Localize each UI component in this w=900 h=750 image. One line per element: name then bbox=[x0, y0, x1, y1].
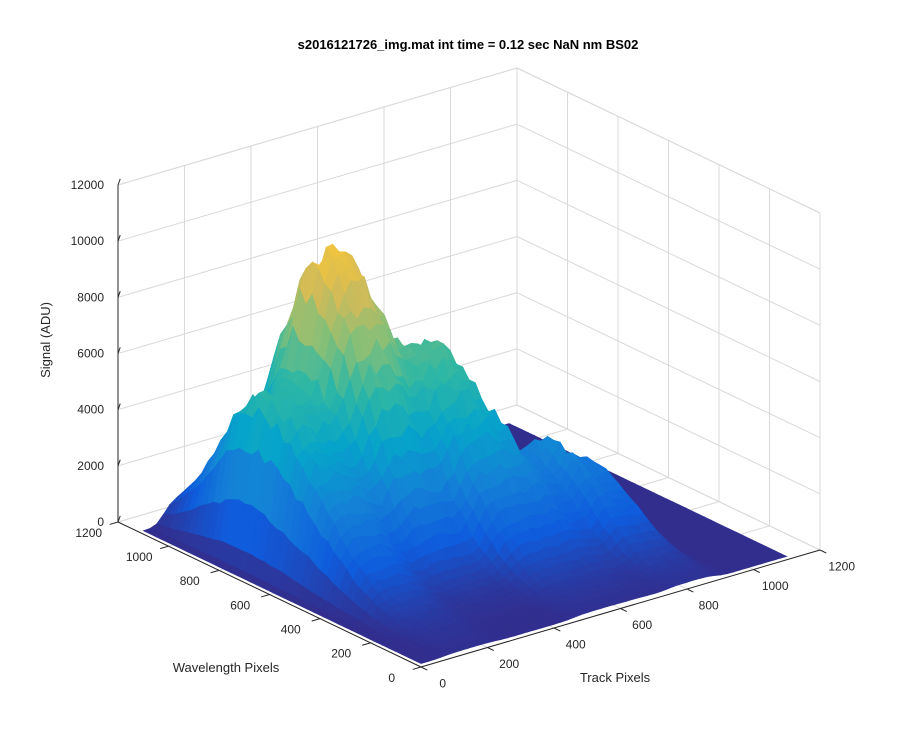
z-tick-label: 8000 bbox=[77, 290, 104, 304]
x-tick-mark bbox=[819, 549, 827, 554]
z-tick-label: 12000 bbox=[71, 178, 105, 192]
z-tick-mark bbox=[117, 403, 121, 410]
y-tick-mark bbox=[261, 594, 270, 598]
y-tick-label: 600 bbox=[230, 598, 250, 612]
z-tick-label: 10000 bbox=[71, 234, 105, 248]
x-tick-mark bbox=[420, 666, 428, 671]
z-tick-label: 4000 bbox=[77, 403, 104, 417]
y-tick-label: 0 bbox=[388, 671, 395, 685]
y-tick-label: 1200 bbox=[75, 526, 102, 540]
x-tick-mark bbox=[553, 627, 561, 632]
x-tick-label: 200 bbox=[499, 657, 519, 671]
z-axis-label: Signal (ADU) bbox=[38, 302, 53, 378]
y-tick-label: 800 bbox=[180, 574, 200, 588]
x-tick-mark bbox=[686, 588, 694, 593]
right-wall-gridline bbox=[516, 404, 821, 551]
y-tick-label: 200 bbox=[331, 647, 351, 661]
box-edge bbox=[117, 67, 518, 186]
chart-title: s2016121726_img.mat int time = 0.12 sec … bbox=[298, 37, 639, 52]
right-wall-gridline bbox=[516, 348, 821, 495]
x-tick-label: 800 bbox=[699, 598, 719, 612]
z-tick-mark bbox=[117, 178, 121, 186]
back-wall-gridline bbox=[117, 179, 518, 298]
y-tick-mark bbox=[412, 666, 422, 670]
x-tick-mark bbox=[620, 608, 628, 612]
z-tick-mark bbox=[117, 234, 121, 242]
x-tick-label: 1200 bbox=[828, 559, 855, 573]
z-tick-mark bbox=[117, 459, 121, 467]
y-axis-label: Wavelength Pixels bbox=[173, 660, 280, 675]
surface-patch bbox=[413, 658, 429, 664]
y-tick-mark bbox=[311, 618, 321, 622]
y-tick-mark bbox=[210, 569, 220, 574]
y-tick-mark bbox=[109, 521, 119, 525]
axes bbox=[109, 178, 827, 671]
y-tick-mark bbox=[160, 545, 169, 550]
back-wall-gridline bbox=[117, 123, 518, 242]
surface-plot bbox=[142, 243, 788, 664]
y-tick-mark bbox=[362, 642, 371, 646]
z-tick-label: 6000 bbox=[77, 347, 104, 361]
right-wall-gridline bbox=[516, 123, 821, 270]
x-tick-mark bbox=[753, 569, 761, 573]
x-axis-label: Track Pixels bbox=[580, 670, 651, 685]
x-tick-mark bbox=[487, 647, 495, 651]
z-tick-mark bbox=[117, 515, 121, 523]
y-tick-label: 1000 bbox=[126, 550, 153, 564]
x-tick-label: 0 bbox=[439, 676, 446, 690]
right-wall-gridline bbox=[516, 179, 821, 326]
box-edge bbox=[516, 67, 821, 214]
z-tick-mark bbox=[117, 347, 121, 354]
x-tick-label: 400 bbox=[566, 637, 586, 651]
z-tick-label: 0 bbox=[97, 515, 104, 529]
y-tick-label: 400 bbox=[281, 622, 301, 636]
right-wall-gridline bbox=[516, 236, 821, 382]
z-tick-label: 2000 bbox=[77, 459, 104, 473]
z-tick-mark bbox=[117, 291, 121, 298]
tick-labels: 0200400600800100012000200400600800100012… bbox=[71, 178, 856, 690]
x-tick-label: 1000 bbox=[762, 579, 789, 593]
x-tick-label: 600 bbox=[632, 618, 652, 632]
right-wall-gridline bbox=[516, 292, 821, 439]
